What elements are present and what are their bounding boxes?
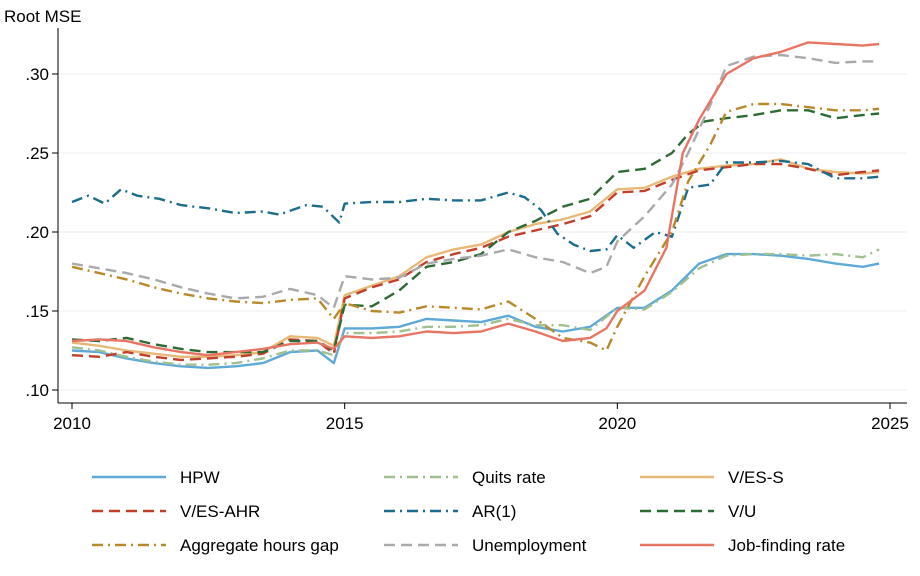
- x-tick-label: 2025: [871, 414, 909, 433]
- legend-label-v-es-ahr: V/ES-AHR: [180, 502, 260, 521]
- y-axis-label: Root MSE: [4, 7, 81, 26]
- x-tick-label: 2015: [326, 414, 364, 433]
- series-line-quits-rate: [71, 248, 880, 366]
- y-ticks: .10 .15 .20 .25 .30: [25, 65, 58, 400]
- legend-label-ar-1: AR(1): [472, 502, 516, 521]
- x-ticks: 2010 2015 2020 2025: [53, 403, 909, 433]
- x-tick-label: 2020: [598, 414, 636, 433]
- legend: HPW Quits rate V/ES-S V/ES-AHR AR(1) V/U Aggre…: [92, 468, 845, 555]
- axes: [57, 28, 907, 404]
- legend-label-job-finding-rate: Job-finding rate: [728, 536, 845, 555]
- series-line-job-finding-rate: [71, 41, 880, 357]
- y-tick-label: .15: [25, 302, 49, 321]
- legend-label-unemployment: Unemployment: [472, 536, 587, 555]
- x-tick-label: 2010: [53, 414, 91, 433]
- series-line-v-es-s: [71, 158, 880, 358]
- y-tick-label: .10: [25, 381, 49, 400]
- series-line-v-es-ahr: [71, 162, 880, 362]
- y-tick-label: .30: [25, 65, 49, 84]
- y-tick-label: .20: [25, 223, 49, 242]
- legend-label-aggregate-hours-gap: Aggregate hours gap: [180, 536, 339, 555]
- series-line-v-u: [71, 109, 880, 354]
- series-lines: [71, 41, 880, 370]
- gridlines: [58, 73, 907, 391]
- series-line-aggregate-hours-gap: [71, 102, 880, 352]
- legend-label-quits-rate: Quits rate: [472, 468, 546, 487]
- legend-label-v-es-s: V/ES-S: [728, 468, 784, 487]
- legend-label-hpw: HPW: [180, 468, 220, 487]
- legend-label-v-u: V/U: [728, 502, 756, 521]
- series-line-unemployment: [71, 53, 880, 309]
- y-tick-label: .25: [25, 144, 49, 163]
- series-line-ar-1: [71, 159, 880, 253]
